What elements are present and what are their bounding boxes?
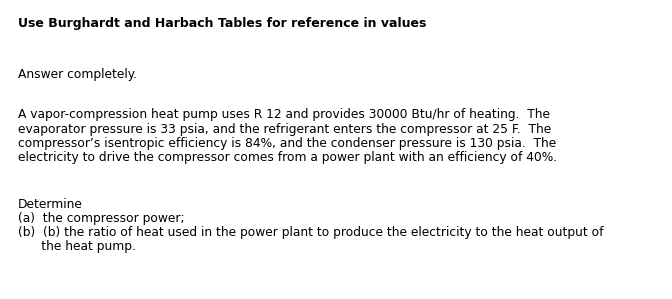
Text: Answer completely.: Answer completely. — [18, 68, 137, 81]
Text: electricity to drive the compressor comes from a power plant with an efficiency : electricity to drive the compressor come… — [18, 152, 557, 164]
Text: the heat pump.: the heat pump. — [18, 240, 136, 253]
Text: (a)  the compressor power;: (a) the compressor power; — [18, 212, 185, 225]
Text: Determine: Determine — [18, 198, 83, 211]
Text: (b)  (b) the ratio of heat used in the power plant to produce the electricity to: (b) (b) the ratio of heat used in the po… — [18, 226, 603, 239]
Text: Use Burghardt and Harbach Tables for reference in values: Use Burghardt and Harbach Tables for ref… — [18, 17, 426, 30]
Text: A vapor-compression heat pump uses R 12 and provides 30000 Btu/hr of heating.  T: A vapor-compression heat pump uses R 12 … — [18, 108, 550, 121]
Text: evaporator pressure is 33 psia, and the refrigerant enters the compressor at 25 : evaporator pressure is 33 psia, and the … — [18, 123, 551, 135]
Text: compressor’s isentropic efficiency is 84%, and the condenser pressure is 130 psi: compressor’s isentropic efficiency is 84… — [18, 137, 556, 150]
